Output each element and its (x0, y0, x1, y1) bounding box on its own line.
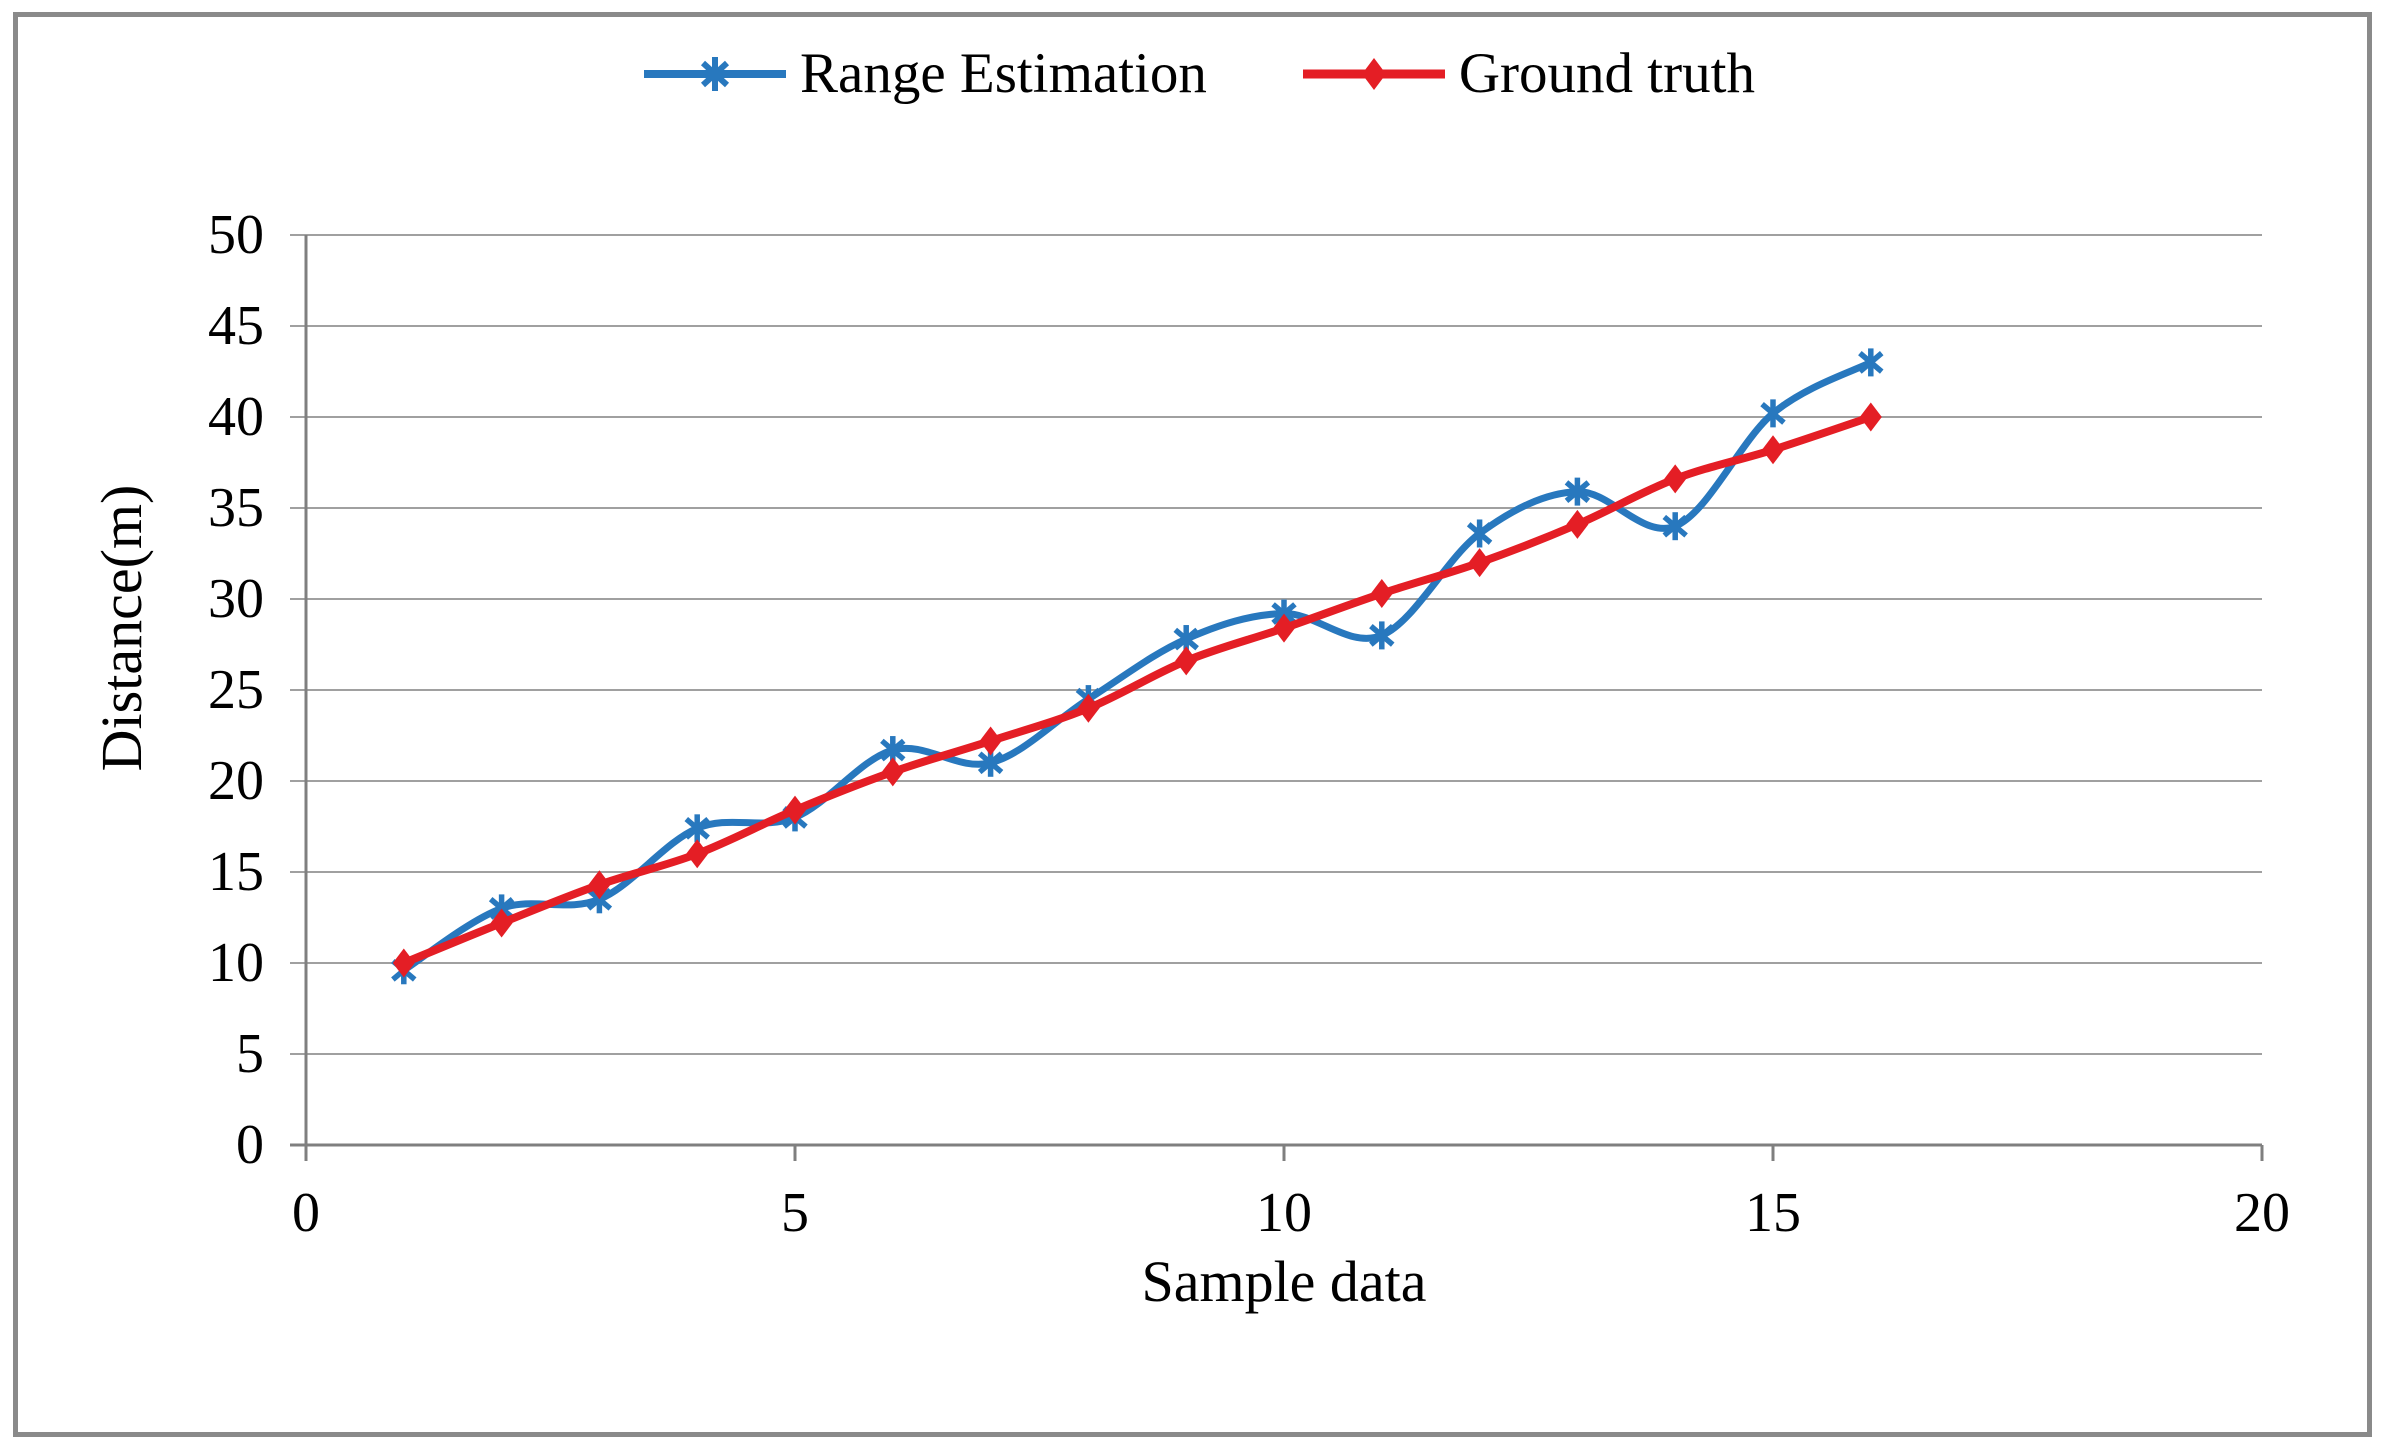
page-frame (13, 12, 2372, 1437)
y-tick-label-0: 0 (236, 1114, 264, 1176)
asterisk-marker (684, 814, 710, 843)
asterisk-marker (1564, 477, 1591, 506)
diamond-marker (490, 908, 513, 938)
diamond-marker (1175, 646, 1198, 676)
y-tick-label-25: 25 (208, 659, 264, 721)
gridlines (290, 234, 2262, 1147)
y-tick-label-20: 20 (208, 750, 264, 812)
x-tick-label-15: 15 (1745, 1182, 1801, 1244)
legend-label: Ground truth (1458, 42, 1755, 105)
asterisk-marker (1466, 519, 1493, 548)
plot-area (290, 234, 2264, 1161)
asterisk-marker (1760, 399, 1786, 428)
diamond-marker (588, 870, 611, 900)
y-tick-label-50: 50 (208, 204, 264, 266)
diamond-marker (686, 839, 709, 869)
x-tick-label-5: 5 (781, 1182, 809, 1244)
diamond-marker (392, 948, 415, 978)
y-tick-label-5: 5 (236, 1023, 264, 1085)
diamond-marker (1762, 435, 1784, 465)
legend: Range Estimation Ground truth (0, 44, 2395, 104)
asterisk-marker (1858, 348, 1884, 377)
asterisk-marker (1369, 621, 1395, 650)
diamond-marker-icon (1302, 58, 1445, 90)
diamond-marker (881, 757, 904, 787)
diamond-marker (1566, 509, 1589, 539)
diamond-marker (1664, 464, 1687, 494)
legend-item-ground-truth: Ground truth (1299, 44, 1755, 104)
y-tick-label-40: 40 (208, 386, 264, 448)
series-markers-ground-truth (392, 402, 1882, 978)
diamond-marker (1273, 613, 1295, 643)
y-tick-label-10: 10 (208, 932, 264, 994)
asterisk-marker-icon (644, 57, 787, 91)
legend-item-range-estimation: Range Estimation (640, 44, 1207, 104)
x-axis-ticks (304, 1145, 2264, 1161)
x-tick-label-10: 10 (1256, 1182, 1312, 1244)
y-tick-label-15: 15 (208, 841, 264, 903)
series-line-ground-truth (399, 413, 1875, 967)
y-tick-label-45: 45 (208, 295, 264, 357)
legend-label: Range Estimation (800, 42, 1207, 105)
x-axis-title: Sample data (1141, 1249, 1427, 1314)
diamond-marker (1468, 548, 1491, 578)
diamond-marker (1370, 579, 1393, 609)
y-tick-label-35: 35 (208, 477, 264, 539)
y-tick-label-30: 30 (208, 568, 264, 630)
diamond-marker (1077, 693, 1100, 723)
series-line-range-estimation (400, 358, 1875, 974)
asterisk-marker (1662, 512, 1688, 541)
x-tick-label-0: 0 (292, 1182, 320, 1244)
diamond-marker (979, 726, 1002, 756)
diamond-marker (784, 795, 806, 825)
x-tick-label-20: 20 (2234, 1182, 2290, 1244)
diamond-marker (1859, 402, 1882, 432)
